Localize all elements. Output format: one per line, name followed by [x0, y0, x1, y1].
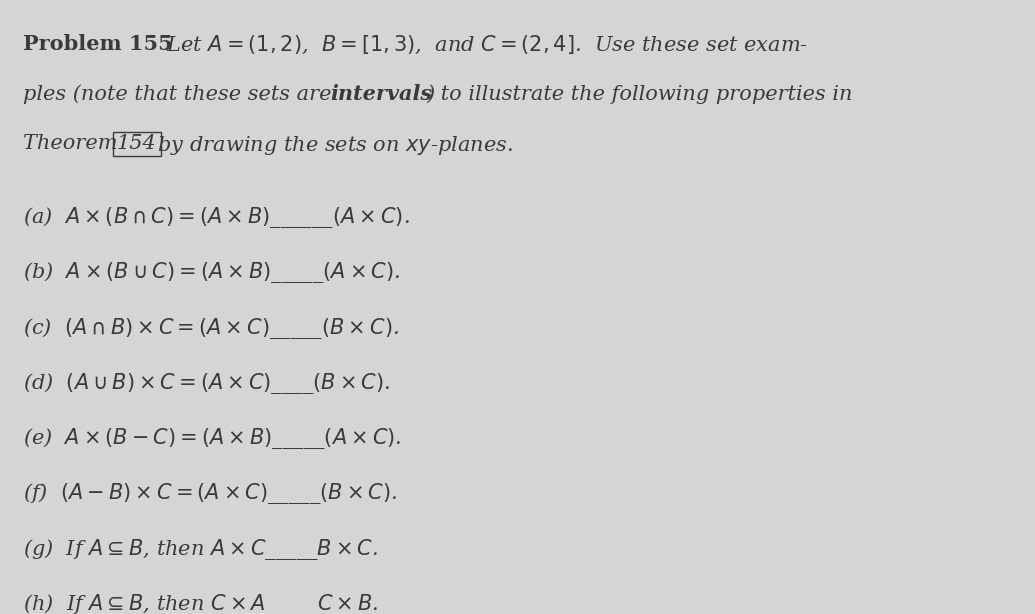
- Text: (c)  $(A \cap B) \times C = (A \times C)$_____$(B \times C)$.: (c) $(A \cap B) \times C = (A \times C)$…: [23, 316, 398, 341]
- Text: (e)  $A \times (B - C) = (A \times B)$_____$(A \times C)$.: (e) $A \times (B - C) = (A \times B)$___…: [23, 426, 402, 451]
- Text: Theorem: Theorem: [23, 134, 124, 154]
- Text: (d)  $(A \cup B) \times C = (A \times C)$____$(B \times C)$.: (d) $(A \cup B) \times C = (A \times C)$…: [23, 371, 390, 396]
- Text: (g)  If $A \subseteq B$, then $A \times C$_____$B \times C$.: (g) If $A \subseteq B$, then $A \times C…: [23, 537, 378, 562]
- Text: Let $A = (1,2)$,  $B = [1,3)$,  and $C = (2,4]$.  Use these set exam-: Let $A = (1,2)$, $B = [1,3)$, and $C = (…: [160, 34, 808, 56]
- Text: (h)  If $A \subseteq B$, then $C \times A$_____$C \times B$.: (h) If $A \subseteq B$, then $C \times A…: [23, 592, 378, 614]
- Text: (f)  $(A - B) \times C = (A \times C)$_____$(B \times C)$.: (f) $(A - B) \times C = (A \times C)$___…: [23, 481, 397, 507]
- Text: ) to illustrate the following properties in: ) to illustrate the following properties…: [426, 84, 853, 104]
- Text: Problem 155: Problem 155: [23, 34, 173, 54]
- Text: (a)  $A \times (B \cap C) = (A \times B)$______$(A \times C)$.: (a) $A \times (B \cap C) = (A \times B)$…: [23, 205, 410, 230]
- Text: (b)  $A \times (B \cup C) = (A \times B)$_____$(A \times C)$.: (b) $A \times (B \cup C) = (A \times B)$…: [23, 260, 401, 286]
- Text: intervals: intervals: [330, 84, 433, 104]
- Text: by drawing the sets on $xy$-planes.: by drawing the sets on $xy$-planes.: [151, 134, 513, 157]
- Text: ples (note that these sets are: ples (note that these sets are: [23, 84, 337, 104]
- Text: 154: 154: [117, 134, 156, 154]
